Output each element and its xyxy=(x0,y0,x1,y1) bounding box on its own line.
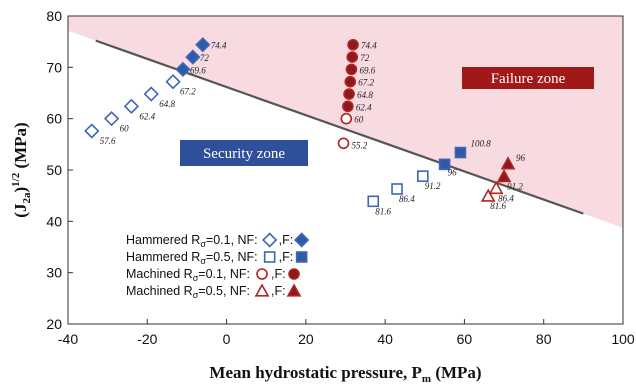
legend-f-text: ,F: xyxy=(271,284,286,298)
data-point xyxy=(417,170,429,182)
data-point xyxy=(185,49,201,65)
data-point xyxy=(346,51,359,63)
y-tick-label: 50 xyxy=(46,162,62,178)
data-label: 74.4 xyxy=(211,41,227,51)
data-point xyxy=(195,37,211,53)
x-axis-title: Mean hydrostatic pressure, Pm (MPa) xyxy=(209,363,481,385)
x-tick-label: -20 xyxy=(137,331,157,347)
data-point xyxy=(342,100,354,113)
data-label: 67.2 xyxy=(180,87,196,97)
legend-marker-nf xyxy=(254,283,270,297)
y-tick-label: 80 xyxy=(46,8,62,24)
legend-marker-f xyxy=(288,268,300,280)
data-point xyxy=(143,86,159,102)
data-label: 64.8 xyxy=(159,99,175,109)
x-tick-label: 100 xyxy=(611,331,635,347)
legend-entry-text: Hammered Rσ=0.5, NF: xyxy=(126,250,258,266)
failure-zone-text: Failure zone xyxy=(491,71,566,87)
data-label: 60 xyxy=(354,115,364,125)
series-group: 96 100.8 xyxy=(438,139,491,177)
data-label: 96 xyxy=(516,153,526,163)
data-point xyxy=(84,123,100,139)
x-tick-label: 40 xyxy=(377,331,393,347)
y-tick-label: 70 xyxy=(46,59,62,75)
data-label: 62.4 xyxy=(139,111,155,121)
data-label: 60 xyxy=(120,124,130,134)
data-label: 62.4 xyxy=(356,102,372,112)
security-zone-label: Security zone xyxy=(180,140,308,166)
data-point xyxy=(454,146,467,159)
data-label: 72 xyxy=(200,53,210,63)
series-group: 81.686.4 xyxy=(480,180,514,211)
failure-zone-box xyxy=(462,67,594,89)
y-axis-title: (J2a)1/2 (MPa) xyxy=(10,122,33,217)
legend-marker-f xyxy=(286,283,302,297)
data-label: 57.6 xyxy=(100,136,116,146)
data-label: 69.6 xyxy=(359,65,375,75)
data-point xyxy=(347,38,359,51)
data-point xyxy=(480,188,496,202)
data-label: 100.8 xyxy=(470,139,491,149)
data-label: 81.6 xyxy=(375,206,391,216)
data-point xyxy=(340,112,353,125)
data-label: 86.4 xyxy=(399,194,415,204)
data-point xyxy=(344,75,357,88)
legend-f-text: ,F: xyxy=(271,267,286,281)
legend: Hammered Rσ=0.1, NF: ,F: Hammered Rσ=0.5, … xyxy=(126,232,310,300)
data-label: 86.4 xyxy=(498,193,514,203)
legend-entry-text: Machined Rσ=0.5, NF: xyxy=(126,284,250,300)
y-tick-label: 40 xyxy=(46,213,62,229)
data-label: 96 xyxy=(448,167,458,177)
series-group: 57.6 60 62.4 64.8 67.2 xyxy=(84,74,196,146)
y-tick-label: 60 xyxy=(46,111,62,127)
legend-f-text: ,F: xyxy=(279,250,294,264)
data-label: 91.2 xyxy=(425,181,441,191)
data-label: 91.2 xyxy=(507,182,523,192)
data-point xyxy=(391,183,403,195)
x-tick-label: 60 xyxy=(457,331,473,347)
data-label: 72 xyxy=(360,53,370,63)
legend-marker-nf xyxy=(263,251,276,263)
data-point xyxy=(367,195,380,208)
legend-marker-nf xyxy=(262,232,278,248)
y-tick-label: 20 xyxy=(46,316,62,332)
y-tick-label: 30 xyxy=(46,265,62,281)
security-zone-text: Security zone xyxy=(203,146,285,162)
data-label: 81.6 xyxy=(490,201,506,211)
data-point xyxy=(103,111,120,127)
legend-entry-text: Hammered Rσ=0.1, NF: xyxy=(126,233,258,249)
security-zone-box xyxy=(180,140,308,166)
legend-f-text: ,F: xyxy=(279,233,294,247)
legend-marker-f xyxy=(295,251,308,263)
data-point xyxy=(175,61,191,78)
data-label: 69.6 xyxy=(190,65,206,75)
data-point xyxy=(165,74,181,90)
x-tick-label: 0 xyxy=(223,331,231,347)
series-group: 81.6 86.4 91.2 xyxy=(367,170,441,216)
legend-entry-text: Machined Rσ=0.1, NF: xyxy=(126,267,250,283)
x-tick-label: 80 xyxy=(536,331,552,347)
data-point xyxy=(337,137,350,150)
data-point xyxy=(496,169,512,183)
data-point xyxy=(500,156,516,170)
data-label: 64.8 xyxy=(357,90,373,100)
x-tick-label: -40 xyxy=(58,331,78,347)
failure-zone-label: Failure zone xyxy=(462,67,594,89)
series-group: 55.2 60 xyxy=(337,112,368,150)
data-point xyxy=(488,180,504,195)
data-point xyxy=(345,63,358,76)
series-group: 62.4 64.8 67.2 69.6 72 74.4 xyxy=(342,38,377,113)
data-label: 74.4 xyxy=(361,41,377,51)
legend-marker-nf xyxy=(256,268,268,280)
data-point xyxy=(438,158,451,171)
data-label: 67.2 xyxy=(358,78,374,88)
data-point xyxy=(123,98,140,114)
legend-marker-f xyxy=(294,232,310,248)
data-label: 55.2 xyxy=(352,140,368,150)
data-point xyxy=(343,88,355,100)
series-group: 91.2 96 xyxy=(496,153,526,192)
x-tick-label: 20 xyxy=(298,331,314,347)
